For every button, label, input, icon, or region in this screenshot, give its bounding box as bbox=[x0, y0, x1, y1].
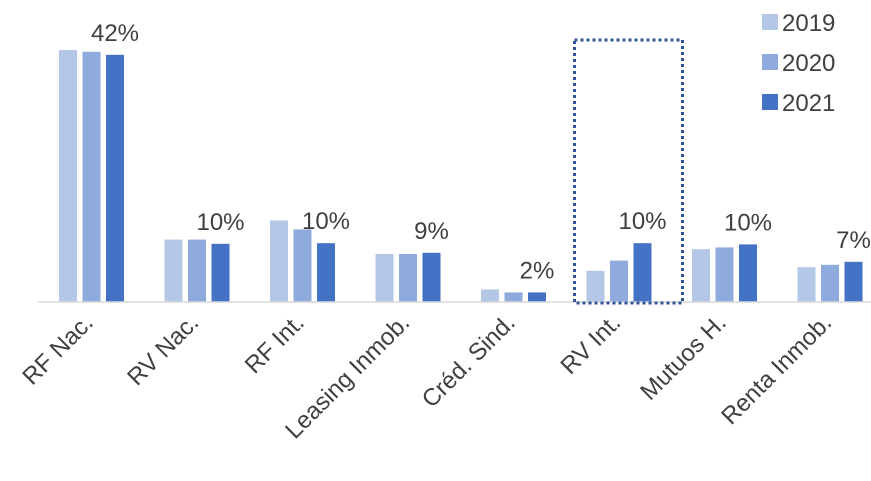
bar-2019-6 bbox=[586, 270, 605, 302]
bar-2020-6 bbox=[610, 260, 628, 302]
bar-2019-1 bbox=[59, 50, 77, 302]
bar-2021-2 bbox=[211, 243, 230, 302]
bar-2020-2 bbox=[188, 239, 206, 302]
legend-label-2020: 2020 bbox=[782, 50, 835, 77]
bar-2021-7 bbox=[739, 244, 757, 302]
highlight-box bbox=[573, 38, 684, 305]
bar-2019-2 bbox=[164, 239, 183, 302]
legend-label-2019: 2019 bbox=[782, 10, 835, 37]
bar-2021-3 bbox=[317, 243, 335, 302]
bar-2021-6 bbox=[633, 243, 652, 302]
category-label-6: RV Int. bbox=[556, 309, 627, 380]
legend-swatch-2021 bbox=[762, 94, 778, 110]
category-label-7: Mutuos H. bbox=[635, 309, 731, 405]
legend-swatch-2020 bbox=[762, 54, 778, 70]
bar-2020-1 bbox=[82, 51, 101, 302]
data-labels-layer: 42% 10% 10% 9% 2% 10% 10% 7% bbox=[91, 20, 871, 285]
category-label-1: RF Nac. bbox=[17, 309, 98, 390]
category-label-3: RF Int. bbox=[240, 309, 310, 379]
bar-2020-8 bbox=[821, 264, 839, 302]
data-label-1: 42% bbox=[91, 20, 139, 47]
bar-2019-8 bbox=[797, 267, 816, 302]
bar-2019-4 bbox=[375, 254, 394, 302]
category-labels-layer: RF Nac. RV Nac. RF Int.Leasing Inmob. Créd.… bbox=[17, 309, 837, 444]
bar-2020-4 bbox=[399, 254, 417, 302]
bar-2021-8 bbox=[844, 261, 863, 302]
bar-2021-1 bbox=[106, 54, 124, 302]
data-label-4: 9% bbox=[414, 218, 449, 245]
bar-2021-5 bbox=[528, 292, 546, 302]
legend: 2019 2020 2021 bbox=[762, 10, 835, 117]
bar-2020-7 bbox=[715, 247, 734, 302]
bar-2021-4 bbox=[422, 252, 441, 302]
bar-2020-5 bbox=[504, 292, 523, 302]
bar-2019-7 bbox=[692, 249, 710, 302]
data-label-7: 10% bbox=[724, 209, 772, 236]
data-label-3: 10% bbox=[302, 208, 350, 235]
data-label-6: 10% bbox=[618, 208, 666, 235]
legend-label-2021: 2021 bbox=[782, 90, 835, 117]
category-label-8: Renta Inmob. bbox=[716, 309, 837, 430]
bar-2020-3 bbox=[293, 229, 312, 302]
data-label-2: 10% bbox=[196, 209, 244, 236]
legend-swatch-2019 bbox=[762, 14, 778, 30]
bars-layer bbox=[59, 50, 863, 302]
category-label-2: RV Nac. bbox=[122, 309, 204, 391]
data-label-8: 7% bbox=[836, 227, 871, 254]
bar-2019-5 bbox=[481, 289, 499, 302]
category-label-5: Créd. Sind. bbox=[417, 309, 521, 413]
bar-2019-3 bbox=[270, 220, 288, 302]
data-label-5: 2% bbox=[520, 257, 555, 284]
